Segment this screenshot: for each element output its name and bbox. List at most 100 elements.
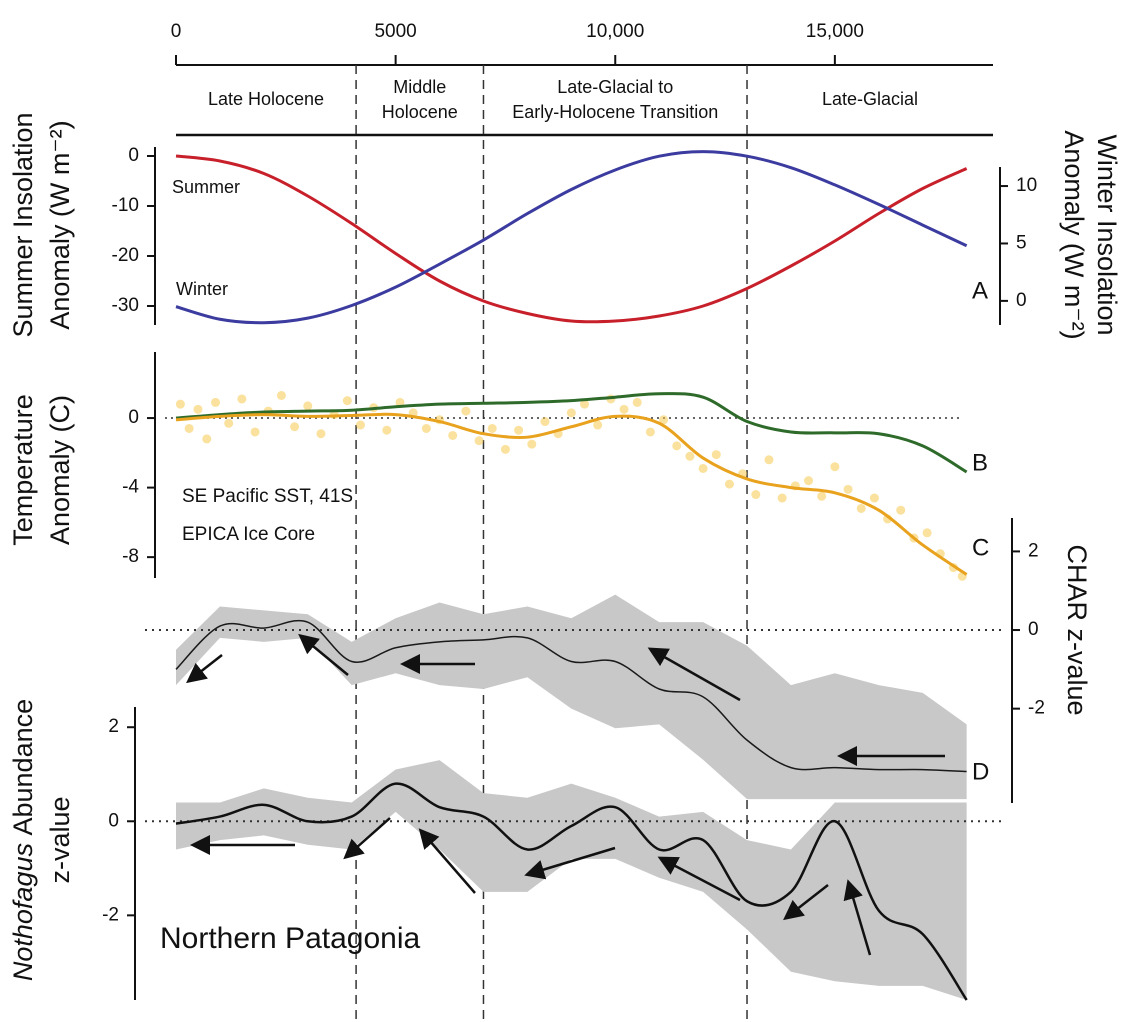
y-tick-label: 2 [108, 716, 119, 737]
period-label-line: Late-Glacial [822, 89, 918, 109]
scatter-point [856, 503, 866, 513]
scatter-point [804, 476, 814, 486]
series-label: Summer [172, 177, 240, 197]
period-label-line: Holocene [382, 102, 458, 122]
y-tick-label: 10 [1016, 175, 1037, 196]
scatter-point [250, 427, 260, 437]
scatter-point [316, 429, 326, 439]
scatter-point [711, 450, 721, 460]
axis-title-line: z-value [45, 796, 75, 883]
scatter-point [685, 451, 695, 461]
period-label: Late-Glacial to Early-Holocene Transition [512, 77, 718, 122]
arrow [843, 879, 872, 956]
scatter-point [224, 418, 234, 428]
period-label-line: Late Holocene [208, 89, 324, 109]
scatter-point [817, 491, 827, 501]
x-tick-label: 0 [171, 21, 182, 42]
scatter-point [540, 417, 550, 427]
period-label: Late Holocene [208, 89, 324, 109]
y-tick-label: -30 [112, 295, 139, 316]
scatter-point [448, 430, 458, 440]
scatter-point [276, 390, 286, 400]
scatter-point [830, 462, 840, 472]
arrow [524, 846, 616, 880]
period-label-line: Late-Glacial to [557, 77, 673, 97]
series-line [175, 782, 968, 1001]
scatter-point [382, 425, 392, 435]
scatter-point [751, 490, 761, 500]
axis-title: Summer Insolation [8, 112, 38, 337]
scatter-point [869, 493, 879, 503]
axis-title: Anomaly (C) [45, 395, 75, 545]
scatter-point [698, 463, 708, 473]
arrow [783, 884, 829, 921]
scatter-point [593, 420, 603, 430]
arrow [657, 856, 741, 902]
axis-title: Temperature [8, 394, 38, 546]
series-line [175, 150, 968, 325]
arrow [186, 654, 223, 684]
series-line [175, 154, 968, 324]
scatter-point [514, 425, 524, 435]
axis-title-space [8, 836, 38, 844]
scatter-point [461, 406, 471, 416]
axis-title: z-value [45, 796, 75, 883]
y-tick-label: 2 [1028, 540, 1039, 561]
y-tick-label: -8 [122, 546, 139, 567]
scatter-point [202, 434, 212, 444]
scatter-point [896, 505, 906, 515]
y-tick-label: 0 [108, 810, 119, 831]
scatter-point [237, 394, 247, 404]
series-label: EPICA Ice Core [182, 524, 315, 545]
confidence-band [176, 594, 967, 800]
scatter-point [342, 396, 352, 406]
axis-title: Anomaly (W m⁻²) [1059, 130, 1089, 339]
scatter-point [922, 528, 932, 538]
y-tick-label: 5 [1016, 232, 1027, 253]
arrow [298, 633, 349, 676]
axis-title-line: Temperature [8, 394, 38, 546]
axis-title-line: Anomaly (W m⁻²) [45, 120, 75, 329]
period-label-line: Middle [393, 77, 446, 97]
arrow [647, 647, 741, 702]
y-tick-label: 0 [128, 407, 139, 428]
axis-title-line: CHAR z-value [1062, 544, 1092, 715]
axis-title: Nothofagus Abundance [8, 699, 38, 981]
axis-title: Winter Insolation [1092, 134, 1122, 335]
panel-label: A [972, 277, 988, 304]
period-label-line: Early-Holocene Transition [512, 102, 718, 122]
scatter-point [659, 415, 669, 425]
scatter-point [290, 422, 300, 432]
scatter-point [724, 479, 734, 489]
panel-label: C [972, 534, 989, 561]
scatter-point [184, 423, 194, 433]
y-tick-label: -2 [102, 904, 119, 925]
series-label: Winter [176, 279, 228, 299]
confidence-band [176, 760, 967, 1000]
scatter-point [421, 423, 431, 433]
y-tick-label: -2 [1028, 698, 1045, 719]
scatter-point [500, 444, 510, 454]
scatter-point [764, 455, 774, 465]
series-line [175, 392, 968, 474]
scatter-point [672, 441, 682, 451]
axis-title-italic: Nothofagus [8, 843, 38, 981]
scatter-point [395, 397, 405, 407]
axis-title-line: Summer Insolation [8, 112, 38, 337]
period-label: Late-Glacial [822, 89, 918, 109]
axis-title: CHAR z-value [1062, 544, 1092, 715]
x-tick-label: 5000 [374, 21, 416, 42]
axis-title-line: Winter Insolation [1092, 134, 1122, 335]
x-tick-label: 15,000 [806, 21, 864, 42]
scatter-point [303, 401, 313, 411]
scatter-point [619, 404, 629, 414]
y-tick-label: 0 [1028, 619, 1039, 640]
scatter-point [355, 420, 365, 430]
annotation: Northern Patagonia [160, 922, 420, 955]
arrow [418, 828, 476, 894]
arrow [343, 817, 391, 860]
arrows [186, 633, 945, 956]
scatter-point [211, 397, 221, 407]
series-line [175, 619, 967, 773]
